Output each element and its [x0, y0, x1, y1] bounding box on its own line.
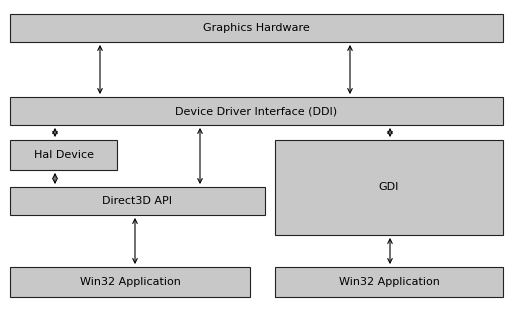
Bar: [275, 267, 503, 297]
Text: Direct3D API: Direct3D API: [102, 196, 173, 206]
Text: Win32 Application: Win32 Application: [338, 277, 439, 287]
Bar: [10, 14, 503, 42]
Text: Device Driver Interface (DDI): Device Driver Interface (DDI): [176, 106, 337, 116]
Bar: [10, 140, 117, 170]
Bar: [10, 97, 503, 125]
Text: GDI: GDI: [379, 182, 399, 193]
Bar: [10, 267, 250, 297]
Text: Win32 Application: Win32 Application: [79, 277, 180, 287]
Text: Graphics Hardware: Graphics Hardware: [203, 23, 310, 33]
Bar: [275, 140, 503, 235]
Bar: [10, 187, 265, 215]
Text: Hal Device: Hal Device: [33, 150, 94, 160]
